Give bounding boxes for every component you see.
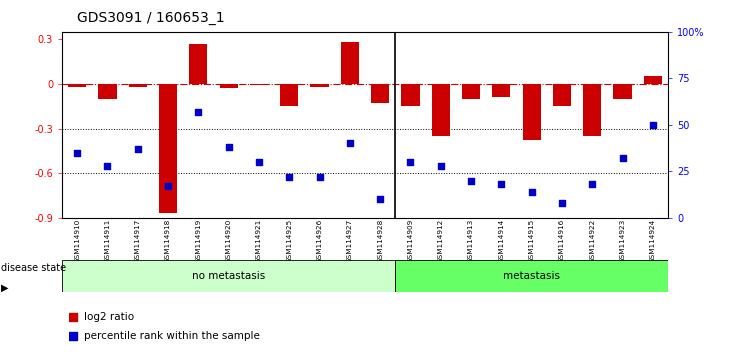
Text: disease state: disease state [1,263,66,273]
Point [617,155,629,161]
Text: metastasis: metastasis [503,271,560,281]
Point [526,189,537,195]
Bar [159,84,177,213]
Bar [68,84,86,87]
Bar [250,84,268,85]
Bar [492,84,510,97]
Point [162,183,174,189]
Point [279,258,291,264]
Text: log2 ratio: log2 ratio [84,312,134,322]
Point [465,178,477,183]
Point [586,182,598,187]
Bar [128,84,147,87]
Bar [310,84,328,87]
Bar [396,260,668,292]
Point [496,182,507,187]
Bar [220,84,238,88]
Bar [341,42,359,84]
Bar [99,84,117,99]
Point [556,200,568,206]
Point [283,174,295,180]
Bar [62,260,396,292]
Bar [402,84,420,106]
Bar [431,84,450,136]
Point [344,141,356,146]
Bar [644,76,662,84]
Point [132,146,144,152]
Point [314,174,326,180]
Point [404,159,416,165]
Text: ▶: ▶ [1,283,8,293]
Bar [371,84,389,103]
Text: no metastasis: no metastasis [192,271,265,281]
Point [279,81,291,87]
Point [374,196,386,202]
Point [647,122,658,128]
Bar [462,84,480,99]
Text: GDS3091 / 160653_1: GDS3091 / 160653_1 [77,11,224,25]
Point [223,144,234,150]
Bar [189,44,207,84]
Point [101,163,113,169]
Bar [553,84,571,106]
Point [253,159,265,165]
Point [435,163,447,169]
Bar [613,84,631,99]
Bar [583,84,602,136]
Point [72,150,83,155]
Point [193,109,204,115]
Text: percentile rank within the sample: percentile rank within the sample [84,331,260,341]
Bar [523,84,541,141]
Bar [280,84,299,106]
